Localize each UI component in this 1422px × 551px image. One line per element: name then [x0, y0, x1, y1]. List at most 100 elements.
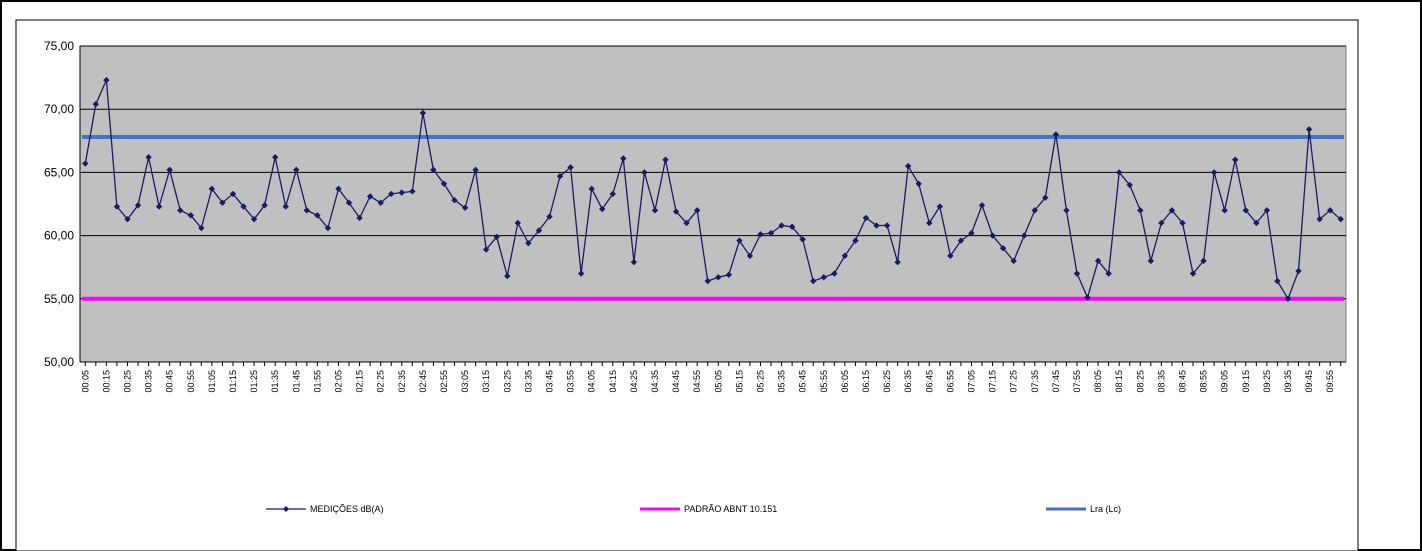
data-point: [103, 76, 110, 84]
data-point: [736, 237, 743, 244]
data-point: [862, 214, 870, 222]
data-point: [409, 188, 416, 195]
x-tick-label: 09:25: [1262, 370, 1272, 393]
x-tick-label: 00:05: [80, 370, 90, 393]
x-tick-label: 07:15: [988, 370, 998, 393]
x-tick-label: 07:25: [1009, 370, 1019, 393]
data-point: [651, 207, 659, 214]
data-point: [1115, 169, 1123, 176]
data-point: [936, 203, 944, 210]
data-point: [525, 239, 532, 247]
data-point: [155, 203, 163, 210]
legend-item-lra: Lra (Lc): [1046, 504, 1121, 514]
x-tick-label: 06:15: [861, 370, 871, 393]
x-tick-label: 06:45: [924, 370, 934, 393]
data-point: [915, 180, 922, 187]
data-point: [1105, 270, 1112, 277]
x-tick-label: 07:45: [1051, 370, 1061, 393]
data-point: [324, 224, 332, 232]
data-point: [1137, 207, 1144, 214]
data-point: [1221, 207, 1228, 214]
data-point: [904, 162, 912, 170]
x-tick-label: 03:35: [523, 370, 533, 393]
data-point: [599, 205, 606, 213]
data-point: [461, 204, 469, 211]
x-tick-label: 00:25: [122, 370, 132, 393]
x-tick-label: 03:15: [481, 370, 491, 393]
x-tick-label: 09:45: [1304, 370, 1314, 393]
data-point: [166, 166, 173, 174]
data-point: [999, 245, 1007, 252]
legend-label: Lra (Lc): [1090, 504, 1121, 514]
data-point: [883, 222, 891, 229]
data-point: [968, 229, 975, 237]
data-point: [1242, 207, 1249, 214]
data-point: [134, 202, 142, 209]
x-tick-label: 01:05: [207, 370, 217, 393]
data-point: [1021, 232, 1028, 239]
x-tick-label: 08:15: [1114, 370, 1124, 393]
data-point: [1263, 207, 1271, 214]
data-point: [620, 155, 627, 162]
data-point: [588, 185, 595, 193]
x-tick-label: 03:55: [566, 370, 576, 393]
legend-marker: [283, 506, 289, 512]
data-point: [504, 272, 511, 280]
x-tick-label: 04:45: [671, 370, 681, 393]
data-point: [609, 190, 616, 198]
data-point: [1094, 257, 1102, 265]
data-point: [746, 252, 754, 260]
data-point: [1210, 169, 1218, 176]
x-tick-label: 05:05: [713, 370, 723, 393]
x-tick-label: 00:35: [144, 370, 154, 393]
data-point: [345, 199, 353, 206]
data-point: [261, 202, 268, 209]
data-point: [1337, 215, 1344, 223]
x-tick-label: 01:55: [312, 370, 322, 393]
data-point: [282, 203, 289, 210]
data-point: [1052, 131, 1060, 138]
x-tick-label: 09:05: [1220, 370, 1230, 393]
data-point: [430, 166, 437, 174]
data-point: [229, 190, 237, 198]
x-tick-label: 05:25: [755, 370, 765, 393]
data-point: [831, 270, 838, 277]
data-point: [1084, 294, 1091, 301]
x-tick-label: 03:45: [544, 370, 554, 393]
x-tick-label: 00:55: [186, 370, 196, 393]
data-point: [356, 214, 363, 222]
data-point: [1168, 207, 1176, 214]
x-tick-label: 02:55: [439, 370, 449, 393]
data-point: [1126, 181, 1133, 189]
x-tick-label: 07:55: [1072, 370, 1082, 393]
data-point: [672, 208, 680, 215]
data-point: [926, 219, 933, 227]
data-point: [704, 277, 711, 285]
data-point: [767, 229, 775, 237]
data-point: [1274, 277, 1281, 285]
legend-item-padrao-abnt: PADRÃO ABNT 10.151: [640, 504, 777, 514]
data-point: [250, 215, 258, 223]
data-point: [757, 231, 764, 238]
data-point: [852, 237, 859, 244]
data-point: [778, 222, 785, 229]
y-tick-label: 55,00: [44, 292, 74, 306]
data-point: [535, 227, 543, 234]
data-point: [556, 172, 564, 180]
legend-label: MEDIÇÕES dB(A): [310, 504, 384, 514]
data-point: [725, 271, 733, 278]
x-tick-label: 09:15: [1241, 370, 1251, 393]
data-point: [641, 169, 648, 176]
x-tick-label: 03:25: [502, 370, 512, 393]
data-point: [1189, 270, 1197, 277]
x-tick-label: 02:15: [355, 370, 365, 393]
x-tick-label: 04:25: [629, 370, 639, 393]
x-tick-label: 06:25: [882, 370, 892, 393]
x-tick-label: 03:05: [460, 370, 470, 393]
series-medicoes-line: [84, 79, 1342, 301]
y-tick-label: 70,00: [44, 102, 74, 116]
data-point: [715, 274, 722, 281]
data-point: [683, 219, 690, 227]
data-point: [1063, 207, 1070, 214]
data-point: [388, 190, 395, 198]
